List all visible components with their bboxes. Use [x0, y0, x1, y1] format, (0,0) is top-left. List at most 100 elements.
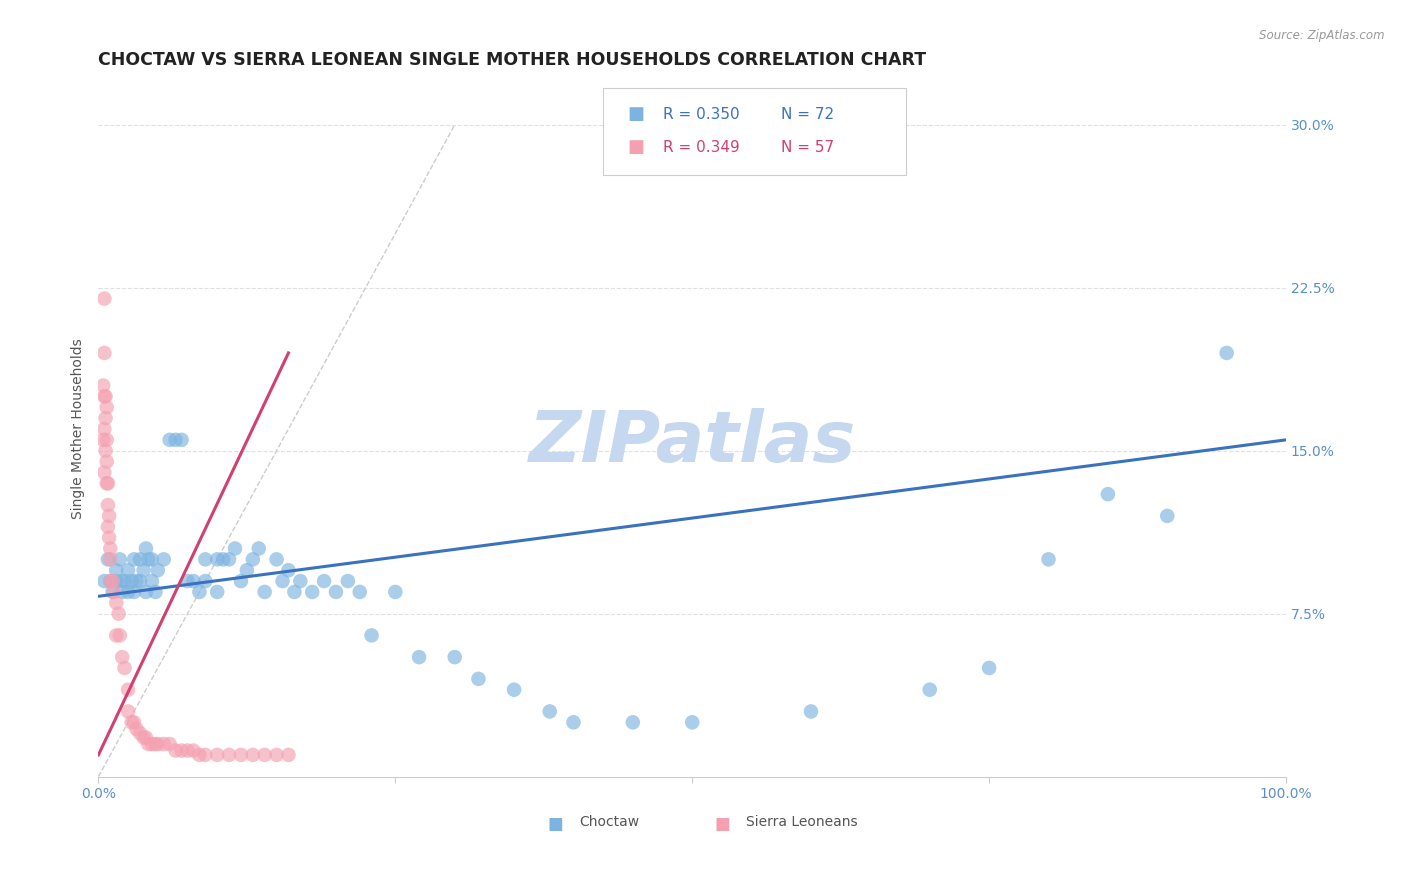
Point [136, 552, 159, 566]
Point [98, 552, 121, 566]
Point [98, 508, 121, 523]
Point [205, 585, 228, 599]
Point [1097, 487, 1119, 501]
Point [91, 378, 114, 392]
Point [98, 574, 121, 588]
Point [93, 346, 115, 360]
Point [117, 705, 139, 719]
Point [290, 574, 312, 588]
Point [253, 585, 276, 599]
Point [105, 563, 128, 577]
Point [105, 628, 128, 642]
Point [621, 715, 644, 730]
Point [247, 541, 270, 556]
Point [266, 552, 288, 566]
Point [129, 552, 152, 566]
Text: Choctaw: Choctaw [579, 815, 640, 829]
Point [336, 574, 359, 588]
Point [93, 422, 115, 436]
Point [188, 585, 211, 599]
Point [205, 747, 228, 762]
Point [96, 433, 118, 447]
Point [132, 731, 155, 745]
Point [194, 747, 217, 762]
Point [141, 552, 163, 566]
Point [117, 682, 139, 697]
Point [229, 574, 252, 588]
Point [135, 731, 157, 745]
Point [145, 737, 167, 751]
Point [170, 433, 193, 447]
Point [101, 574, 124, 588]
Point [111, 585, 134, 599]
Point [301, 585, 323, 599]
Point [205, 552, 228, 566]
Point [94, 411, 117, 425]
Point [105, 574, 128, 588]
Point [97, 476, 120, 491]
Point [176, 574, 198, 588]
Point [562, 715, 585, 730]
Point [96, 454, 118, 468]
Point [194, 574, 217, 588]
Point [681, 715, 703, 730]
Point [349, 585, 371, 599]
Point [538, 705, 561, 719]
Text: ■: ■ [627, 138, 644, 156]
Point [266, 747, 288, 762]
Point [93, 466, 115, 480]
Point [121, 574, 143, 588]
Text: N = 72: N = 72 [782, 106, 834, 121]
Point [242, 747, 264, 762]
FancyBboxPatch shape [603, 88, 905, 175]
Point [141, 737, 163, 751]
Text: N = 57: N = 57 [782, 140, 834, 155]
Point [188, 747, 211, 762]
Point [467, 672, 489, 686]
Point [325, 585, 347, 599]
Point [146, 737, 169, 751]
Point [107, 607, 129, 621]
Text: R = 0.349: R = 0.349 [662, 140, 740, 155]
Text: ZIPatlas: ZIPatlas [529, 409, 856, 477]
Point [918, 682, 941, 697]
Point [1215, 346, 1237, 360]
Text: CHOCTAW VS SIERRA LEONEAN SINGLE MOTHER HOUSEHOLDS CORRELATION CHART: CHOCTAW VS SIERRA LEONEAN SINGLE MOTHER … [98, 51, 927, 69]
Point [93, 389, 115, 403]
Point [135, 541, 157, 556]
Point [125, 574, 148, 588]
Point [98, 541, 121, 556]
Point [1038, 552, 1060, 566]
Point [94, 443, 117, 458]
Point [277, 563, 299, 577]
Point [97, 520, 120, 534]
Point [312, 574, 335, 588]
Point [176, 743, 198, 757]
Point [103, 585, 125, 599]
Point [165, 433, 187, 447]
Point [283, 585, 305, 599]
Point [114, 661, 136, 675]
Point [122, 552, 145, 566]
Point [218, 747, 240, 762]
Point [93, 574, 115, 588]
Point [132, 563, 155, 577]
Point [1156, 508, 1178, 523]
Point [129, 574, 152, 588]
Point [271, 574, 294, 588]
Point [108, 628, 131, 642]
Point [443, 650, 465, 665]
Point [224, 541, 246, 556]
Point [159, 737, 181, 751]
Point [979, 661, 1001, 675]
Point [136, 737, 159, 751]
Point [114, 574, 136, 588]
Point [146, 563, 169, 577]
Point [108, 552, 131, 566]
Point [242, 552, 264, 566]
Point [152, 552, 174, 566]
Point [253, 747, 276, 762]
Point [91, 433, 114, 447]
Point [97, 552, 120, 566]
Point [101, 585, 124, 599]
